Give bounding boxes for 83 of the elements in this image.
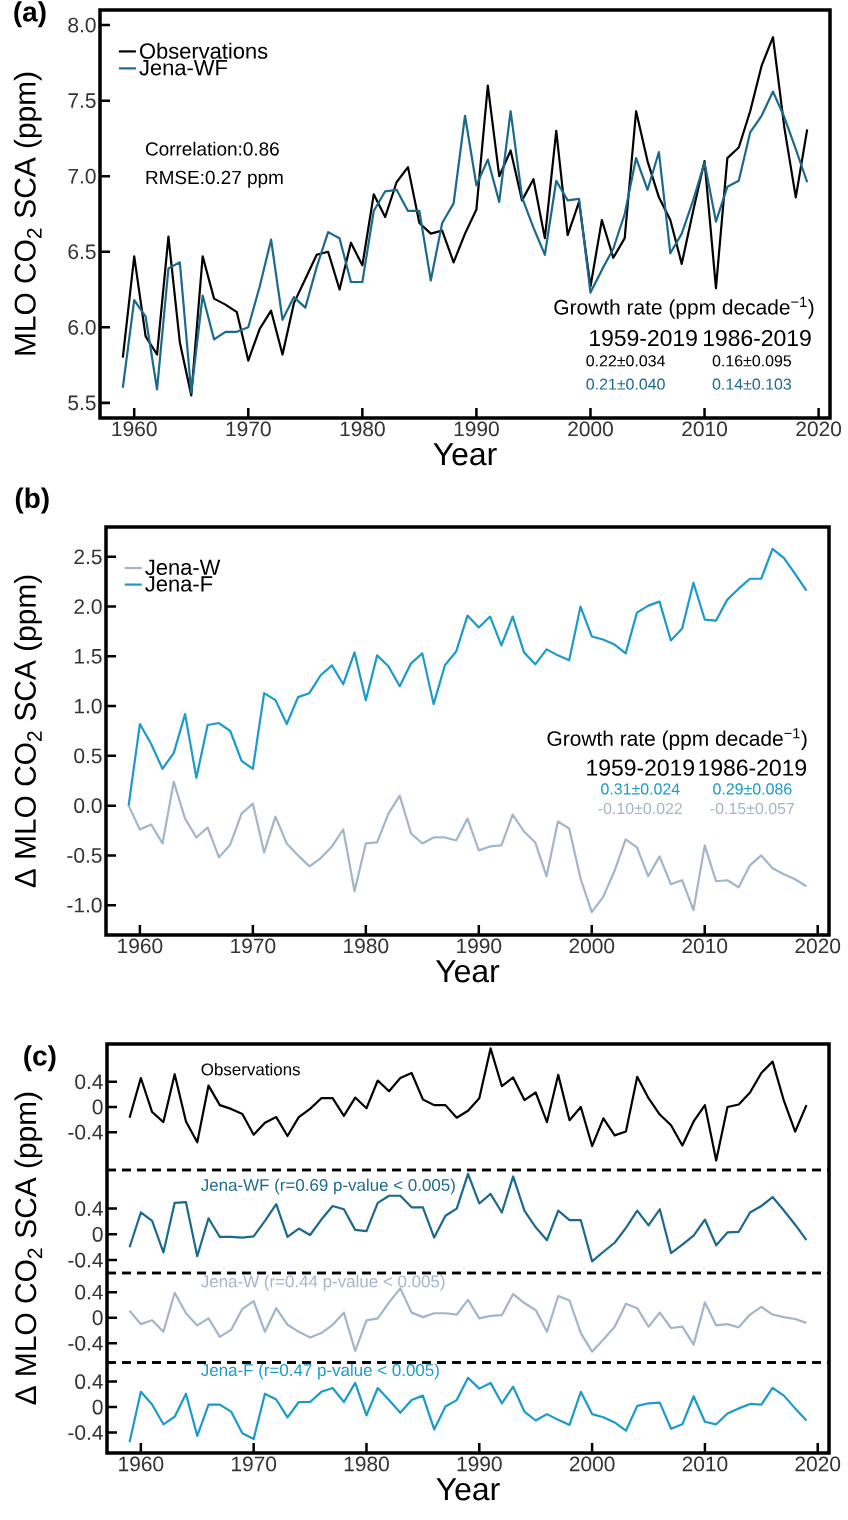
annotation: Growth rate (ppm decade$^{−1}$): [547, 728, 807, 751]
y-tick-label: -0.5: [67, 847, 102, 863]
x-tick-label: 1960: [118, 938, 163, 954]
series-label: Jena-F (r=0.47 p-value < 0.005): [201, 1363, 439, 1380]
y-tick-label: 7.5: [68, 93, 96, 108]
y-tick-label: 2.0: [74, 599, 102, 615]
chart-title: (a): [14, 1, 46, 28]
annotation: 1959-2019: [590, 329, 697, 347]
x-axis-title: Year: [433, 443, 497, 466]
series-label: Jena-W (r=0.44 p-value < 0.005): [201, 1274, 445, 1291]
y-tick-label: -0.4: [68, 1335, 103, 1351]
x-tick-label: 1990: [457, 938, 502, 954]
y-tick-label: 0: [92, 1310, 103, 1326]
y-axis-title: Δ MLO CO$_{2}$ SCA (ppm): [13, 575, 42, 888]
series-label: Jena-WF (r=0.69 p-value < 0.005): [201, 1178, 455, 1195]
x-tick-label: 1980: [344, 938, 389, 954]
line-series: [127, 780, 808, 914]
legend-label: Observations: [140, 42, 268, 59]
legend-label: Jena-W: [145, 559, 221, 576]
y-tick-label: 6.5: [68, 244, 96, 260]
y-tick-label: 0.4: [75, 1284, 103, 1300]
series-label: Observations: [201, 1062, 300, 1076]
y-tick-label: 1.0: [74, 698, 102, 714]
x-tick-label: 2010: [682, 421, 727, 437]
y-tick-label: 6.0: [68, 319, 96, 335]
annotation: -0.15±0.057: [710, 802, 795, 815]
annotation: 0.22±0.034: [586, 355, 665, 367]
annotation: -0.10±0.022: [598, 802, 682, 815]
line-series: [128, 1047, 808, 1162]
legend-label: Jena-F: [145, 576, 213, 592]
y-tick-label: -0.4: [68, 1252, 103, 1268]
y-tick-label: 8.0: [68, 17, 96, 33]
x-tick-label: 1970: [231, 1456, 277, 1472]
annotation: Growth rate (ppm decade$^{−1}$): [554, 296, 814, 319]
x-tick-label: 2020: [795, 1456, 841, 1472]
x-tick-label: 1970: [231, 938, 276, 954]
y-tick-label: 2.5: [74, 549, 102, 565]
y-tick-label: 0.4: [75, 1074, 103, 1090]
y-axis-title: MLO CO$_{2}$ SCA (ppm): [13, 72, 42, 355]
annotation: 0.16±0.095: [712, 355, 792, 367]
x-axis-title: Year: [436, 1478, 500, 1501]
x-tick-label: 1960: [112, 421, 157, 437]
chart-title: (b): [15, 487, 49, 514]
annotation: 1986-2019: [703, 329, 811, 347]
y-tick-label: 0: [92, 1399, 103, 1415]
annotation: RMSE:0.27 ppm: [146, 170, 283, 188]
line-series: [128, 1172, 808, 1263]
y-tick-label: -0.4: [68, 1124, 103, 1140]
x-tick-label: 2020: [796, 421, 842, 437]
x-tick-label: 2020: [795, 938, 841, 954]
x-tick-label: 1990: [457, 1456, 502, 1472]
y-tick-label: 0: [92, 1226, 103, 1242]
y-tick-label: 5.5: [68, 395, 96, 411]
chart-title: (c): [24, 1045, 56, 1072]
x-tick-label: 2000: [569, 1456, 615, 1472]
annotation: 0.29±0.086: [713, 783, 792, 795]
x-tick-label: 1970: [226, 421, 271, 437]
y-tick-label: 0.4: [75, 1201, 103, 1217]
y-tick-label: 0.4: [75, 1374, 103, 1390]
x-tick-label: 1980: [344, 1456, 389, 1472]
x-tick-label: 1980: [340, 421, 385, 437]
y-tick-label: 0: [92, 1099, 103, 1115]
y-axis-title: Δ MLO CO$_{2}$ SCA (ppm): [14, 1092, 43, 1405]
y-tick-label: 0.0: [74, 798, 102, 814]
y-tick-label: 1.5: [74, 649, 102, 664]
x-tick-label: 2000: [568, 421, 613, 437]
legend-label: Jena-WF: [139, 60, 228, 76]
annotation: 0.31±0.024: [601, 783, 680, 795]
x-tick-label: 2000: [569, 938, 615, 954]
annotation: 0.14±0.103: [712, 378, 792, 390]
x-tick-label: 1990: [454, 421, 499, 437]
y-tick-label: 7.0: [68, 168, 96, 184]
annotation: 0.21±0.040: [586, 378, 665, 390]
x-tick-label: 1960: [119, 1456, 164, 1472]
annotation: Correlation:0.86: [145, 141, 279, 156]
x-axis-title: Year: [436, 960, 500, 983]
annotation: 1959-2019: [587, 759, 694, 776]
x-tick-label: 2010: [682, 938, 728, 954]
y-tick-label: -0.4: [68, 1425, 103, 1441]
annotation: 1986-2019: [699, 759, 807, 776]
y-tick-label: 0.5: [74, 748, 102, 764]
y-tick-label: -1.0: [67, 897, 102, 913]
x-tick-label: 2010: [682, 1456, 728, 1472]
